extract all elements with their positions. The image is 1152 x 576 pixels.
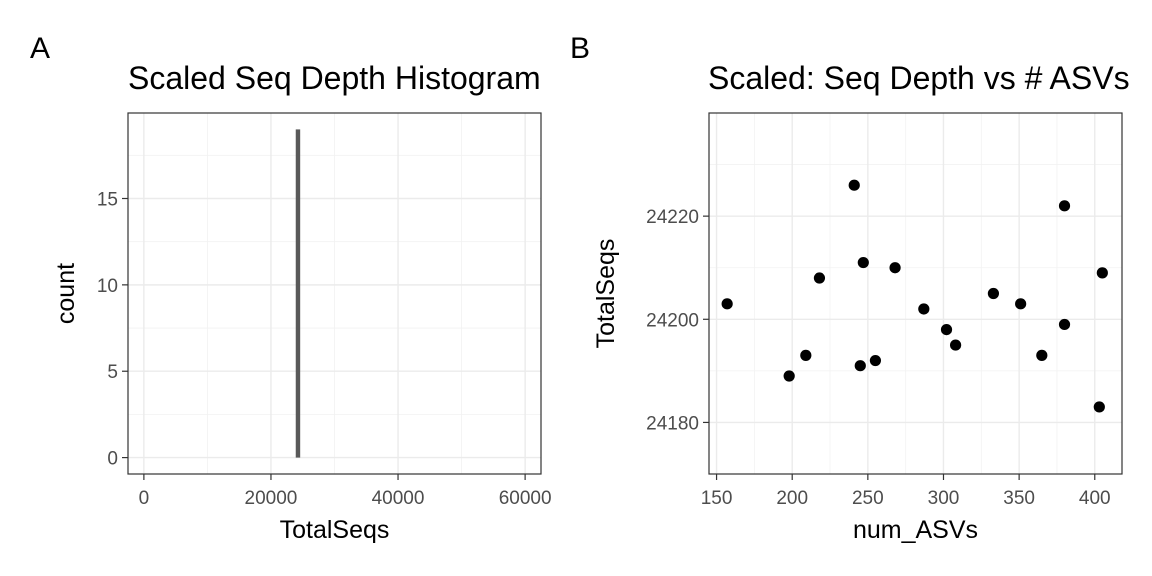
scatter-point xyxy=(940,324,953,336)
panel-b-x-axis-title: num_ASVs xyxy=(853,516,978,544)
panel-b-tag: B xyxy=(570,32,590,65)
panel-b-y-tick-label: 24220 xyxy=(646,207,699,228)
panel-b-x-tick-label: 300 xyxy=(928,488,960,509)
panel-a-tag: A xyxy=(30,32,50,65)
panel-a-x-tick-label: 20000 xyxy=(245,488,298,509)
scatter-point xyxy=(1036,349,1048,361)
panel-a-y-axis-title: count xyxy=(52,263,80,324)
panel-b-frame xyxy=(708,112,1123,475)
panel-b-x-tick-label: 150 xyxy=(701,488,733,509)
scatter-point xyxy=(1093,401,1105,413)
scatter-point xyxy=(889,262,901,274)
scatter-point xyxy=(949,339,962,351)
panel-a-x-ticks: 0 20000 40000 60000 xyxy=(139,474,552,509)
scatter-point xyxy=(1058,200,1071,212)
panel-b-x-tick-label: 400 xyxy=(1079,488,1111,509)
panel-a-x-axis-title: TotalSeqs xyxy=(280,516,390,544)
panel-a-y-tick-label: 0 xyxy=(107,449,118,470)
panel-a-y-tick-label: 10 xyxy=(97,276,118,297)
panel-b-title: Scaled: Seq Depth vs # ASVs xyxy=(708,60,1130,96)
panel-b-gridlines xyxy=(709,113,1122,475)
scatter-point xyxy=(918,303,930,315)
panel-a-bars xyxy=(295,129,301,458)
panel-b-x-tick-label: 250 xyxy=(852,488,884,509)
panel-b-y-axis-title: TotalSeqs xyxy=(592,239,620,349)
scatter-point xyxy=(1058,318,1071,331)
scatter-point xyxy=(854,360,866,372)
panel-a-y-ticks: 0 5 10 15 xyxy=(97,190,128,470)
panel-a-title: Scaled Seq Depth Histogram xyxy=(128,60,541,96)
panel-a-frame xyxy=(127,112,542,475)
scatter-point xyxy=(721,298,733,310)
panel-a-gridlines xyxy=(128,113,541,474)
scatter-point xyxy=(813,272,826,284)
panel-a-x-tick-label: 0 xyxy=(139,488,150,509)
panel-b-x-tick-label: 350 xyxy=(1003,488,1035,509)
scatter-point xyxy=(800,349,812,361)
panel-a-y-tick-label: 5 xyxy=(107,362,118,383)
panel-b-y-ticks: 24180 24200 24220 xyxy=(646,207,709,434)
panel-b-y-tick-label: 24200 xyxy=(646,310,699,331)
panel-a-x-tick-label: 40000 xyxy=(372,488,425,509)
scatter-point xyxy=(783,370,795,382)
panel-b-points xyxy=(721,179,1108,413)
panel-b: B Scaled: Seq Depth vs # ASVs 150 200 250 3… xyxy=(570,32,1130,544)
scatter-point xyxy=(1015,298,1027,310)
scatter-point xyxy=(869,354,882,367)
scatter-point xyxy=(857,256,869,269)
panel-b-x-tick-label: 200 xyxy=(776,488,808,509)
scatter-point xyxy=(848,179,860,191)
panel-a-y-tick-label: 15 xyxy=(97,190,118,211)
panel-a-x-tick-label: 60000 xyxy=(499,488,552,509)
scatter-point xyxy=(1096,267,1108,279)
scatter-point xyxy=(987,287,1000,300)
panel-b-x-ticks: 150 200 250 300 350 400 xyxy=(701,474,1111,509)
panel-a: A Scaled Seq Depth Histogram 0 20000 40000… xyxy=(30,32,552,544)
panel-b-y-tick-label: 24180 xyxy=(646,413,699,434)
histogram-bar xyxy=(295,129,301,458)
